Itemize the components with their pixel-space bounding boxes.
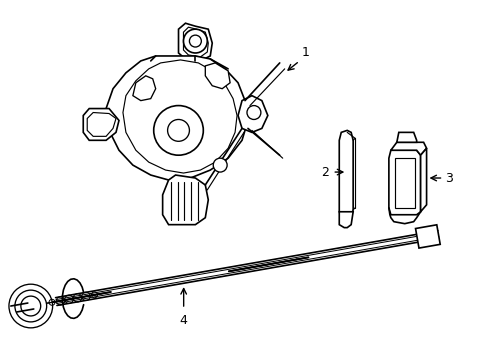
Text: 1: 1 — [301, 46, 309, 59]
Circle shape — [9, 284, 53, 328]
Polygon shape — [238, 96, 267, 132]
Polygon shape — [339, 130, 352, 220]
Circle shape — [213, 158, 226, 172]
Polygon shape — [388, 150, 420, 215]
Text: 2: 2 — [321, 166, 328, 179]
Text: 3: 3 — [445, 171, 452, 185]
Circle shape — [183, 29, 207, 53]
Polygon shape — [133, 76, 155, 100]
Text: 4: 4 — [180, 314, 187, 327]
Polygon shape — [106, 56, 247, 180]
Circle shape — [15, 290, 46, 322]
Polygon shape — [390, 142, 426, 155]
Polygon shape — [420, 148, 426, 212]
Circle shape — [153, 105, 203, 155]
Polygon shape — [83, 109, 119, 140]
Polygon shape — [163, 175, 208, 225]
Polygon shape — [205, 63, 230, 89]
Circle shape — [21, 296, 41, 316]
Polygon shape — [178, 23, 212, 61]
Polygon shape — [339, 212, 352, 228]
Polygon shape — [396, 132, 416, 142]
Circle shape — [246, 105, 260, 120]
Circle shape — [189, 35, 201, 47]
Circle shape — [167, 120, 189, 141]
Polygon shape — [415, 225, 439, 248]
